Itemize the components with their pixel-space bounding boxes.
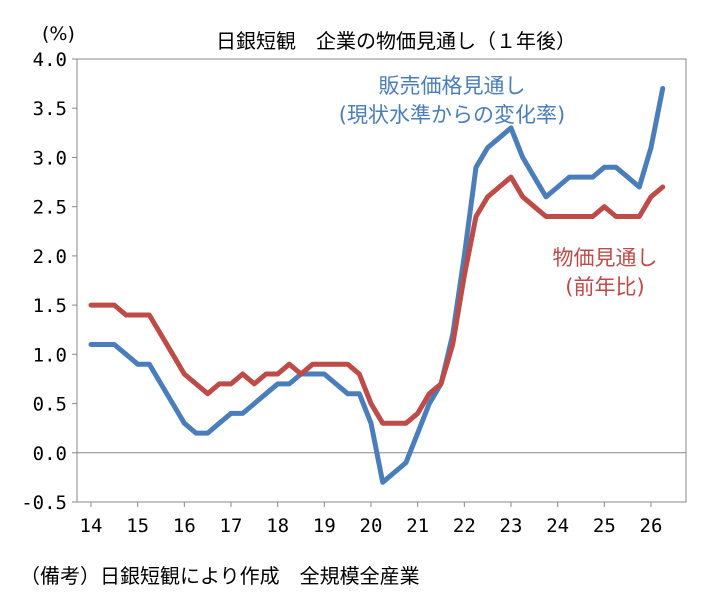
x-tick-label: 17: [220, 515, 243, 537]
x-tick-label: 21: [406, 515, 429, 537]
y-tick-label: 3.0: [33, 147, 67, 169]
plot-frame: [76, 58, 687, 503]
sales-price-outlook-line: [88, 86, 666, 485]
x-tick-label: 18: [266, 515, 289, 537]
x-tick-label: 19: [313, 515, 336, 537]
x-tick-label: 25: [593, 515, 616, 537]
x-axis: 14 15 16 17 18 19 20 21 22 23 24 25 26: [80, 502, 663, 537]
series-lines: [88, 86, 666, 485]
sales-price-label-line1: 販売価格見通し: [379, 74, 526, 98]
y-unit-label: (%): [42, 23, 75, 45]
y-tick-label: 3.5: [33, 98, 67, 120]
y-tick-label: 0.0: [33, 443, 67, 465]
x-tick-label: 14: [80, 515, 103, 537]
sales-price-label-line2: (現状水準からの変化率): [339, 103, 565, 127]
y-tick-label: 2.0: [33, 246, 67, 268]
general-price-label-line1: 物価見通し: [553, 246, 658, 270]
y-tick-label: 4.0: [33, 49, 67, 71]
general-price-label-line2: (前年比): [565, 275, 644, 299]
x-tick-label: 24: [546, 515, 569, 537]
y-tick-label: 1.5: [33, 295, 67, 317]
source-note: （備考）日銀短観により作成 全規模全産業: [20, 564, 420, 588]
y-tick-label: 2.5: [33, 197, 67, 219]
chart-title: 日銀短観 企業の物価見通し（１年後）: [216, 29, 576, 53]
x-tick-label: 16: [173, 515, 196, 537]
x-tick-label: 20: [360, 515, 383, 537]
x-tick-label: 26: [640, 515, 663, 537]
y-tick-label: 0.5: [33, 394, 67, 416]
x-tick-label: 15: [126, 515, 149, 537]
y-tick-label: 1.0: [33, 344, 67, 366]
y-axis: 4.0 3.5 3.0 2.5 2.0 1.5 1.0 0.5 0.0 -0.5: [21, 49, 77, 514]
x-tick-label: 23: [500, 515, 523, 537]
x-tick-label: 22: [453, 515, 476, 537]
general-price-outlook-line: [88, 174, 666, 426]
y-tick-label: -0.5: [21, 492, 67, 514]
